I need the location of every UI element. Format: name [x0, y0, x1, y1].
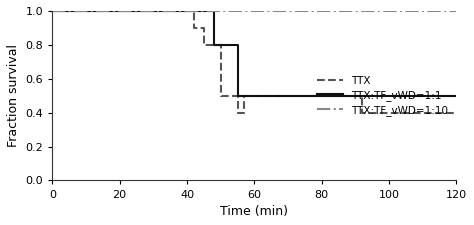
TTX:TF_vWD=1:1 [49, 10, 55, 12]
TTX:TF_vWD=1:1 [235, 43, 240, 46]
TTX [241, 111, 247, 114]
Line: TTX: TTX [52, 11, 456, 113]
Y-axis label: Fraction survival: Fraction survival [7, 44, 20, 147]
X-axis label: Time (min): Time (min) [220, 205, 288, 218]
TTX:TF_vWD=1:1 [454, 94, 459, 97]
TTX [218, 94, 224, 97]
TTX [218, 43, 224, 46]
TTX [235, 94, 240, 97]
Legend: TTX, TTX:TF_vWD=1:1, TTX:TF_vWD=1:10: TTX, TTX:TF_vWD=1:1, TTX:TF_vWD=1:10 [314, 72, 451, 119]
TTX:TF_vWD=1:1 [211, 43, 217, 46]
TTX [359, 111, 365, 114]
TTX [359, 94, 365, 97]
TTX [241, 94, 247, 97]
TTX [191, 27, 197, 29]
TTX:TF_vWD=1:1 [235, 94, 240, 97]
TTX [235, 111, 240, 114]
TTX [191, 10, 197, 12]
TTX [201, 43, 207, 46]
TTX:TF_vWD=1:1 [211, 10, 217, 12]
Line: TTX:TF_vWD=1:1: TTX:TF_vWD=1:1 [52, 11, 456, 96]
TTX [49, 10, 55, 12]
TTX [201, 27, 207, 29]
TTX [454, 111, 459, 114]
